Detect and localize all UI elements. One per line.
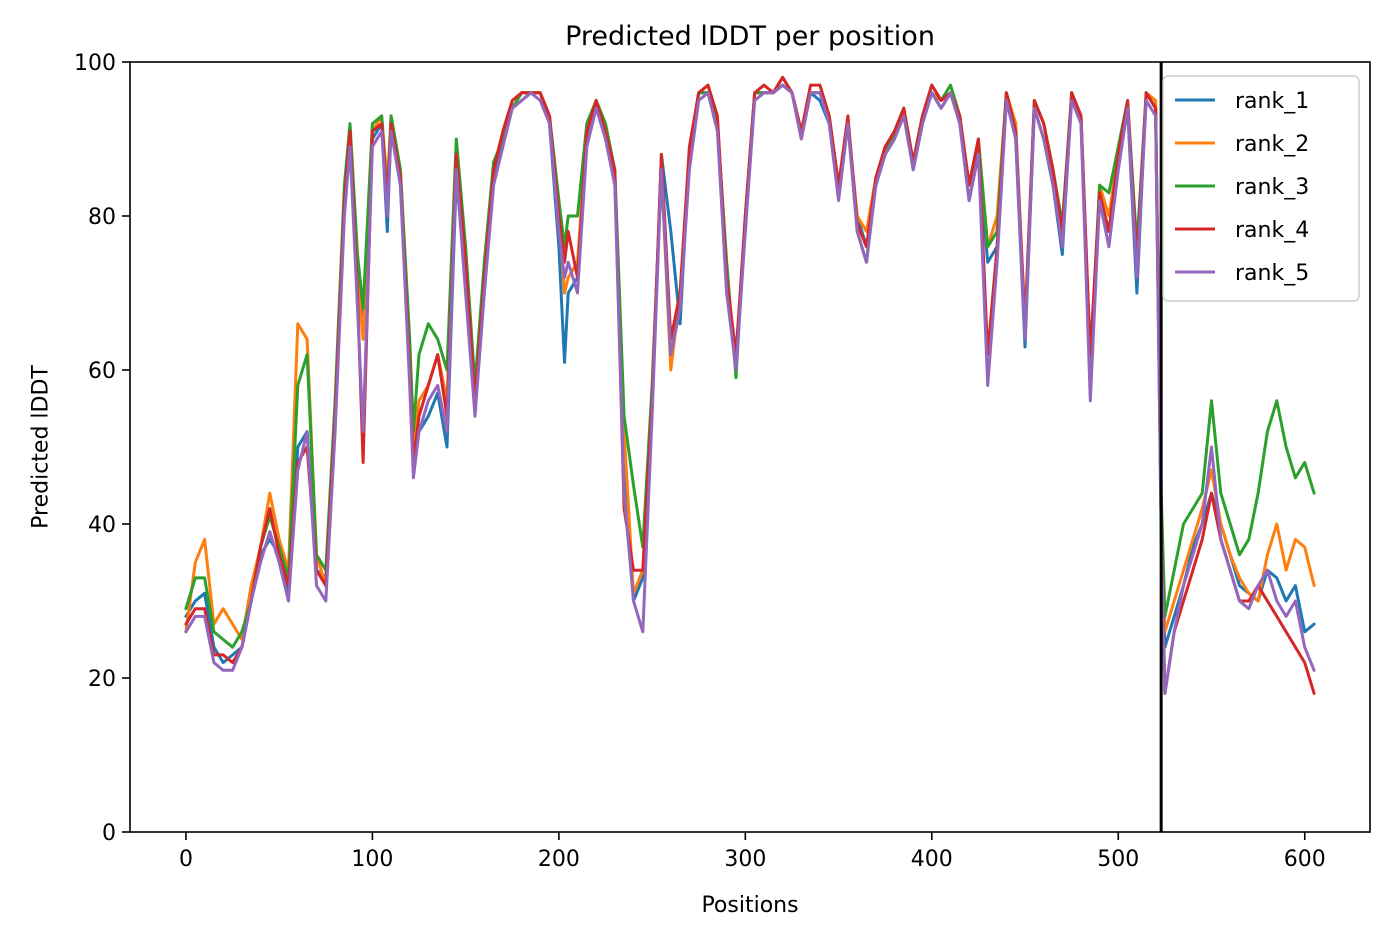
y-tick-label: 80 (88, 205, 116, 230)
x-tick-label: 500 (1097, 847, 1139, 872)
legend-label-rank_2: rank_2 (1235, 132, 1309, 157)
legend-label-rank_1: rank_1 (1235, 89, 1309, 114)
legend: rank_1 rank_2 rank_3 rank_4 rank_5 (1162, 75, 1360, 302)
legend-label-rank_4: rank_4 (1235, 218, 1309, 243)
y-axis-ticks: 0 20 40 60 80 100 (74, 51, 130, 846)
y-axis-label: Predicted lDDT (29, 365, 54, 529)
y-tick-label: 0 (102, 821, 116, 846)
chart-title: Predicted lDDT per position (565, 21, 935, 52)
x-tick-label: 200 (538, 847, 580, 872)
x-axis-ticks: 0 100 200 300 400 500 600 (179, 832, 1326, 872)
y-tick-label: 100 (74, 51, 116, 76)
x-tick-label: 600 (1284, 847, 1326, 872)
x-tick-label: 300 (724, 847, 766, 872)
y-tick-label: 60 (88, 359, 116, 384)
x-tick-label: 400 (911, 847, 953, 872)
series-layer (184, 75, 1316, 695)
legend-label-rank_3: rank_3 (1235, 175, 1309, 200)
y-tick-label: 40 (88, 513, 116, 538)
y-tick-label: 20 (88, 667, 116, 692)
legend-box (1162, 75, 1360, 302)
x-tick-label: 100 (351, 847, 393, 872)
legend-label-rank_5: rank_5 (1235, 261, 1309, 286)
series-line-rank_5 (184, 83, 1316, 695)
x-tick-label: 0 (179, 847, 193, 872)
plot-frame (129, 61, 1371, 833)
x-axis-label: Positions (701, 893, 798, 918)
